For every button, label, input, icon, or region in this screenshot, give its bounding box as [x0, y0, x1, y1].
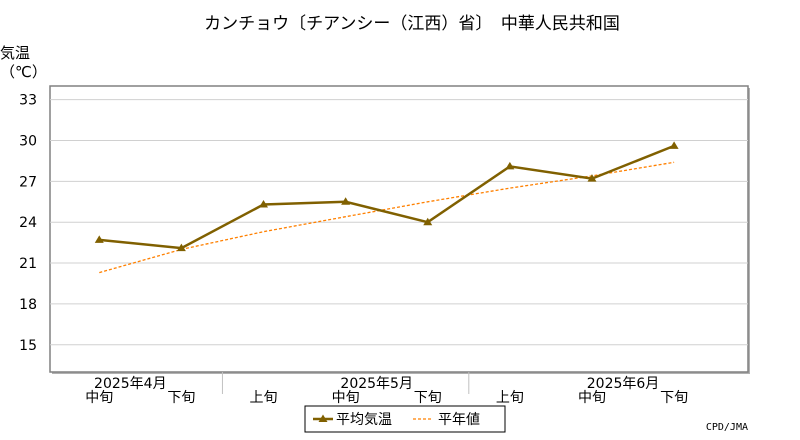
y-tick-label: 27 — [19, 174, 37, 190]
x-month-label: 2025年6月 — [587, 376, 660, 392]
legend-label-mean: 平均気温 — [336, 412, 392, 428]
x-category-label: 中旬 — [332, 390, 360, 406]
y-axis-label: 気温 — [0, 44, 30, 62]
x-category-label: 中旬 — [578, 390, 606, 406]
y-tick-label: 24 — [19, 215, 37, 231]
data-point-marker — [259, 199, 269, 208]
x-category-label: 下旬 — [660, 390, 688, 406]
y-tick-label: 30 — [19, 133, 37, 149]
legend-marker-mean — [318, 414, 328, 422]
data-point-marker — [341, 197, 351, 205]
data-point-marker — [94, 235, 104, 243]
x-category-label: 中旬 — [85, 390, 113, 406]
x-category-label: 上旬 — [250, 390, 278, 406]
data-point-marker — [505, 161, 515, 170]
data-point-marker — [423, 217, 433, 226]
legend-label-normal: 平年値 — [438, 412, 480, 428]
y-axis-unit: （℃） — [0, 63, 47, 81]
legend-box — [304, 405, 506, 433]
chart-title: カンチョウ〔チアンシー（江西）省〕 中華人民共和国 — [204, 14, 620, 34]
plot-area — [49, 85, 749, 373]
y-tick-label: 18 — [19, 297, 37, 313]
x-category-label: 上旬 — [496, 390, 524, 406]
x-category-label: 下旬 — [167, 390, 195, 406]
x-month-label: 2025年4月 — [94, 376, 167, 392]
y-tick-label: 15 — [19, 338, 37, 354]
y-tick-label: 21 — [19, 256, 37, 272]
credit-text: CPD/JMA — [706, 422, 748, 433]
legend: 平均気温 平年値 — [304, 405, 506, 433]
x-category-label: 下旬 — [414, 390, 442, 406]
data-point-marker — [669, 141, 679, 149]
series-line-mean-temperature — [99, 144, 675, 250]
data-point-marker — [587, 174, 597, 182]
data-point-marker — [176, 243, 186, 252]
y-tick-label: 33 — [19, 93, 37, 109]
x-month-label: 2025年5月 — [340, 376, 413, 392]
